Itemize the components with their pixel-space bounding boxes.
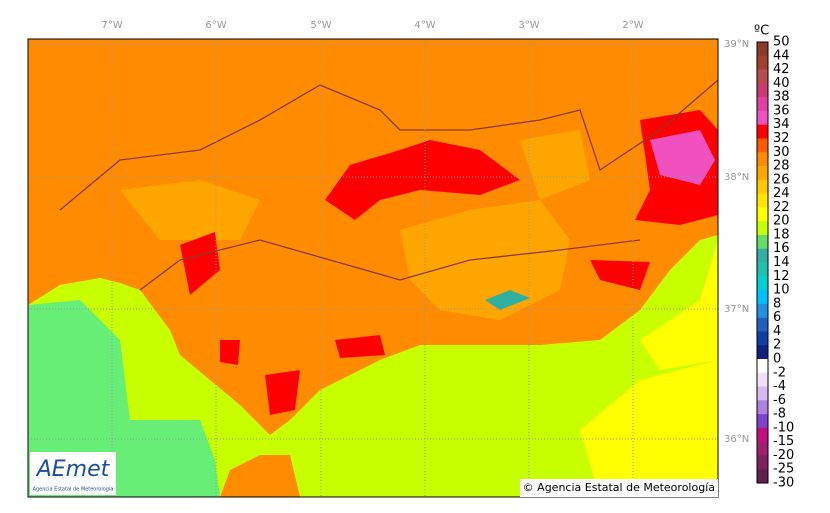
map (28, 39, 718, 497)
legend-label: 32 (773, 131, 790, 146)
legend-label: 18 (773, 227, 790, 242)
colorbar-step (757, 331, 768, 346)
colorbar-step (757, 42, 768, 57)
legend-label: 16 (773, 241, 790, 256)
colorbar-step (757, 358, 768, 374)
legend-label: 40 (773, 76, 790, 91)
colorbar-step (757, 441, 768, 456)
legend-label: 28 (773, 159, 790, 174)
legend-label: 42 (773, 62, 790, 77)
colorbar-frame (756, 41, 769, 484)
map-frame (27, 38, 719, 498)
colorbar-step (757, 427, 768, 442)
cool-patch (485, 290, 530, 310)
legend-label: 38 (773, 90, 790, 105)
legend-label: -30 (773, 476, 794, 491)
lon-label: 5°W (310, 20, 331, 31)
lat-label: 39°N (724, 39, 749, 50)
legend-label: 2 (773, 338, 781, 353)
legend-label: -10 (773, 420, 794, 435)
colorbar-step (757, 166, 768, 181)
legend-label: 0 (773, 351, 781, 366)
sea-warm (580, 240, 718, 497)
legend-label: -4 (773, 379, 786, 394)
legend-label: 36 (773, 103, 790, 118)
lon-label: 3°W (518, 20, 539, 31)
legend-label: 50 (773, 35, 790, 50)
colorbar-step (757, 152, 768, 167)
colorbar-step (757, 248, 768, 263)
colorbar-step (757, 179, 768, 194)
legend-unit: ºC (754, 24, 769, 39)
copyright: © Agencia Estatal de Meteorología (523, 481, 715, 494)
colorbar-step (757, 124, 768, 139)
legend-label: 12 (773, 269, 790, 284)
legend-label: 34 (773, 117, 790, 132)
colorbar-step (757, 138, 768, 153)
colorbar-step (757, 345, 768, 360)
borders (59, 79, 718, 291)
legend-label: 44 (773, 48, 790, 63)
colorbar-step (757, 317, 768, 332)
legend-label: 22 (773, 200, 790, 215)
colorbar-step (757, 207, 768, 222)
colorbar-step (757, 372, 768, 387)
legend-label: -25 (773, 462, 794, 477)
colorbar-step (757, 55, 768, 70)
colorbar-step (757, 414, 768, 429)
colorbar-step (757, 83, 768, 98)
colorbar-step (757, 69, 768, 84)
lon-label: 4°W (414, 20, 435, 31)
legend-label: 8 (773, 296, 781, 311)
legend-label: 4 (773, 324, 781, 339)
logo-subtitle: Agencia Estatal de Meteorología (33, 486, 114, 493)
colorbar-step (757, 469, 768, 484)
colorbar-step (757, 386, 768, 401)
lon-label: 7°W (101, 20, 122, 31)
legend-label: -8 (773, 407, 786, 422)
colorbar-step (757, 276, 768, 291)
legend-label: 30 (773, 145, 790, 160)
lat-label: 37°N (724, 304, 749, 315)
legend-label: 10 (773, 283, 790, 298)
colorbar-step (757, 400, 768, 415)
hottest-patch (650, 130, 715, 185)
logo-name: AEmet (35, 457, 111, 482)
colorbar-step (757, 303, 768, 318)
colorbar-step (757, 234, 768, 250)
legend-label: -20 (773, 448, 794, 463)
legend-label: -15 (773, 434, 794, 449)
colorbar-step (757, 455, 768, 470)
colorbar-step (757, 97, 768, 112)
legend-label: 20 (773, 214, 790, 229)
atlantic (28, 300, 220, 497)
legend-label: -2 (773, 365, 786, 380)
copyright-box (520, 479, 718, 497)
legend-label: 24 (773, 186, 790, 201)
logo-box (30, 452, 116, 495)
legend-label: 26 (773, 172, 790, 187)
colorbar-step (757, 193, 768, 208)
logo: AEmet Agencia Estatal de Meteorología (30, 452, 116, 495)
colorbar-step (757, 290, 768, 305)
colorbar-step (757, 262, 768, 277)
lon-label: 2°W (622, 20, 643, 31)
lon-label: 6°W (205, 20, 226, 31)
legend-label: 6 (773, 310, 781, 325)
lat-label: 38°N (724, 172, 749, 183)
africa (220, 455, 300, 497)
legend-label: 14 (773, 255, 790, 270)
lat-label: 36°N (724, 434, 749, 445)
warm-patch (120, 130, 590, 320)
legend-label: -6 (773, 393, 786, 408)
colorbar-step (757, 110, 768, 125)
colorbar-step (757, 221, 768, 236)
